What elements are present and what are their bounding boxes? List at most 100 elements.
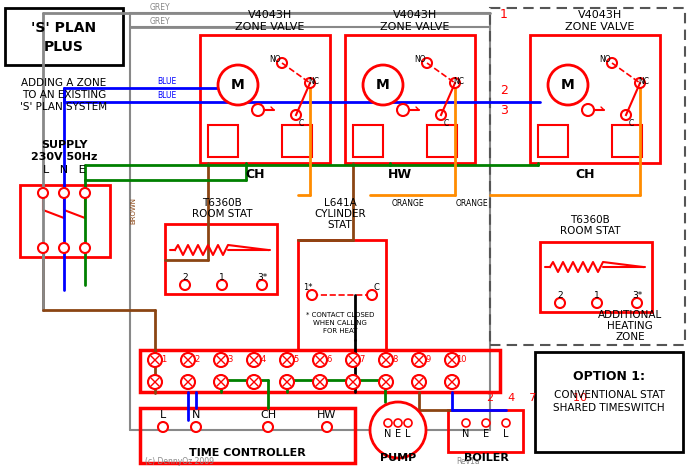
- Circle shape: [445, 353, 459, 367]
- Text: L   N   E: L N E: [43, 165, 86, 175]
- Text: 5: 5: [293, 356, 299, 365]
- Circle shape: [80, 188, 90, 198]
- Text: M: M: [561, 78, 575, 92]
- Bar: [535, 352, 683, 452]
- Text: BLUE: BLUE: [157, 78, 176, 87]
- Circle shape: [555, 298, 565, 308]
- Circle shape: [635, 78, 645, 88]
- Text: N: N: [384, 429, 392, 439]
- Circle shape: [80, 243, 90, 253]
- Text: T6360B: T6360B: [202, 198, 242, 208]
- Text: ZONE VALVE: ZONE VALVE: [380, 22, 450, 32]
- Text: E: E: [483, 429, 489, 439]
- Text: HW: HW: [388, 168, 412, 182]
- Text: GREY: GREY: [150, 17, 170, 27]
- Text: 'S' PLAN SYSTEM: 'S' PLAN SYSTEM: [21, 102, 108, 112]
- Circle shape: [502, 419, 510, 427]
- Text: NO: NO: [414, 56, 426, 65]
- Text: ROOM STAT: ROOM STAT: [192, 209, 253, 219]
- Text: STAT: STAT: [328, 220, 353, 230]
- Bar: [20, 185, 110, 257]
- Circle shape: [422, 58, 432, 68]
- Circle shape: [59, 243, 69, 253]
- Text: HEATING: HEATING: [607, 321, 653, 331]
- Text: 1*: 1*: [303, 283, 313, 292]
- Circle shape: [379, 353, 393, 367]
- Circle shape: [367, 290, 377, 300]
- Text: C: C: [373, 283, 379, 292]
- Text: SHARED TIMESWITCH: SHARED TIMESWITCH: [553, 403, 664, 413]
- Circle shape: [305, 78, 315, 88]
- Text: NC: NC: [638, 76, 649, 86]
- Text: WHEN CALLING: WHEN CALLING: [313, 320, 367, 326]
- Text: L641A: L641A: [324, 198, 356, 208]
- Text: BROWN: BROWN: [130, 197, 136, 224]
- Text: * CONTACT CLOSED: * CONTACT CLOSED: [306, 312, 374, 318]
- Circle shape: [257, 280, 267, 290]
- Circle shape: [482, 419, 490, 427]
- Circle shape: [582, 104, 594, 116]
- Text: C: C: [629, 118, 633, 127]
- Circle shape: [217, 280, 227, 290]
- Text: 10: 10: [538, 393, 586, 403]
- Circle shape: [148, 375, 162, 389]
- Text: 2: 2: [182, 273, 188, 283]
- Text: TO AN EXISTING: TO AN EXISTING: [22, 90, 106, 100]
- Bar: [140, 350, 500, 392]
- Text: 2    4    7: 2 4 7: [487, 393, 537, 403]
- Circle shape: [548, 65, 588, 105]
- Text: SUPPLY: SUPPLY: [41, 140, 87, 150]
- Bar: [530, 35, 660, 163]
- Bar: [612, 125, 642, 157]
- Circle shape: [313, 375, 327, 389]
- Circle shape: [436, 110, 446, 120]
- Circle shape: [592, 298, 602, 308]
- Bar: [165, 224, 277, 294]
- Text: N: N: [462, 429, 470, 439]
- Text: 230V 50Hz: 230V 50Hz: [31, 152, 97, 162]
- Text: ROOM STAT: ROOM STAT: [560, 226, 620, 236]
- Circle shape: [181, 375, 195, 389]
- Text: CYLINDER: CYLINDER: [314, 209, 366, 219]
- Bar: [538, 125, 568, 157]
- Bar: [490, 8, 685, 345]
- Text: C: C: [298, 118, 304, 127]
- Bar: [140, 408, 355, 463]
- Text: 2: 2: [195, 356, 199, 365]
- Circle shape: [263, 422, 273, 432]
- Text: GREY: GREY: [150, 3, 170, 13]
- Circle shape: [346, 353, 360, 367]
- Bar: [5, 8, 123, 65]
- Bar: [345, 35, 475, 163]
- Circle shape: [322, 422, 332, 432]
- Circle shape: [313, 353, 327, 367]
- Circle shape: [148, 353, 162, 367]
- Text: 1: 1: [219, 273, 225, 283]
- Bar: [200, 35, 330, 163]
- Text: 2: 2: [500, 83, 508, 96]
- Text: C: C: [444, 118, 448, 127]
- Text: PUMP: PUMP: [380, 453, 416, 463]
- Text: (c) DennyOz 2009: (c) DennyOz 2009: [145, 458, 214, 467]
- Text: CH: CH: [575, 168, 595, 182]
- Bar: [353, 125, 383, 157]
- Text: ZONE VALVE: ZONE VALVE: [235, 22, 305, 32]
- Text: 1: 1: [594, 292, 600, 300]
- Circle shape: [214, 353, 228, 367]
- Circle shape: [607, 58, 617, 68]
- Circle shape: [632, 298, 642, 308]
- Circle shape: [307, 290, 317, 300]
- Text: V4043H: V4043H: [578, 10, 622, 20]
- Circle shape: [291, 110, 301, 120]
- Text: N: N: [192, 410, 200, 420]
- Text: FOR HEAT: FOR HEAT: [323, 328, 357, 334]
- Text: M: M: [376, 78, 390, 92]
- Text: NC: NC: [453, 76, 464, 86]
- Text: 3: 3: [227, 356, 233, 365]
- Text: 3: 3: [500, 103, 508, 117]
- Text: 8: 8: [393, 356, 397, 365]
- Circle shape: [38, 188, 48, 198]
- Bar: [427, 125, 457, 157]
- Circle shape: [363, 65, 403, 105]
- Bar: [282, 125, 312, 157]
